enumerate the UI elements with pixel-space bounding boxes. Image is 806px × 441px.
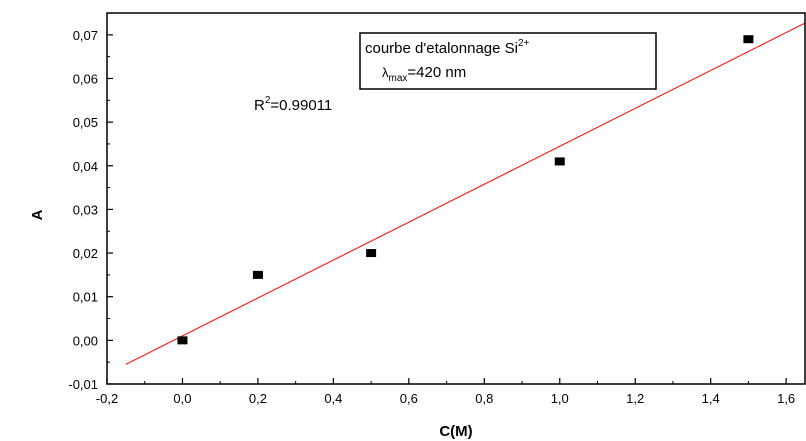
data-points [177,35,754,345]
y-tick-label: 0,01 [73,290,98,305]
legend-frame [359,32,657,90]
x-tick-label: 0,8 [475,391,493,406]
r-squared-label: R [254,97,265,114]
r-squared-superscript: 2 [265,95,271,106]
x-tick-label: 0,0 [173,391,191,406]
x-tick-label: 1,0 [551,391,569,406]
legend-lambda: λ [382,65,389,80]
data-point [554,157,565,166]
x-tick-label: 1,4 [702,391,720,406]
data-point [366,249,377,258]
y-tick-label: -0,01 [68,377,98,392]
legend-lambda-subscript: max [389,73,408,84]
y-tick-label: 0,04 [73,159,98,174]
data-point [252,270,263,279]
y-axis-title: A [29,209,46,220]
y-tick-label: 0,00 [73,333,98,348]
fit-line [125,22,806,365]
x-tick-label: 0,2 [249,391,267,406]
y-tick-label: 0,06 [73,71,98,86]
data-point [743,35,754,44]
legend-title-superscript: 2+ [518,38,530,49]
legend-wavelength-value: =420 nm [407,64,466,81]
data-point [177,336,188,345]
legend-wavelength: λmax=420 nm [382,64,466,84]
x-axis-title: C(M) [439,423,472,440]
x-tick-label: 0,4 [324,391,342,406]
legend-title: courbe d'etalonnage Si2+ [365,38,530,57]
x-tick-label: 0,6 [400,391,418,406]
y-tick-label: 0,03 [73,202,98,217]
x-axis-ticks: -0,2 0,0 0,2 0,4 0,6 0,8 1,0 1,2 1,4 1,6 [96,378,795,406]
y-axis-ticks: -0,01 0,00 0,01 0,02 0,03 0,04 0,05 0,06 0,07 [68,28,113,392]
plot-frame [106,12,806,385]
x-tick-label: -0,2 [96,391,118,406]
r-squared-value: =0.99011 [270,97,332,114]
y-tick-label: 0,02 [73,246,98,261]
x-tick-label: 1,6 [777,391,795,406]
legend-title-text: courbe d'etalonnage Si [365,40,518,57]
legend-box: courbe d'etalonnage Si2+ λmax=420 nm [359,32,657,90]
y-tick-label: 0,05 [73,115,98,130]
x-tick-label: 1,2 [626,391,644,406]
r-squared-annotation: R2=0.99011 [254,95,332,114]
fit-line-group [125,22,806,365]
y-tick-label: 0,07 [73,28,98,43]
